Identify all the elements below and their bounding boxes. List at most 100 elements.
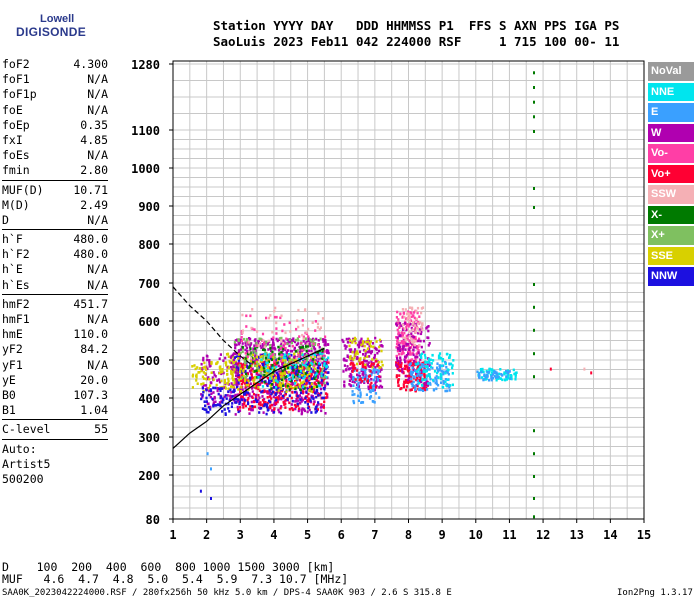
echo-point xyxy=(313,364,316,367)
echo-point xyxy=(399,312,402,315)
echo-point xyxy=(252,392,256,396)
echo-point xyxy=(267,356,270,359)
echo-point xyxy=(367,361,370,364)
echo-point xyxy=(356,394,360,398)
echo-point xyxy=(402,385,405,389)
echo-point xyxy=(282,341,285,345)
echo-point xyxy=(350,348,353,351)
echo-point xyxy=(314,329,317,332)
echo-point xyxy=(316,370,319,373)
echo-point xyxy=(261,332,265,336)
echo-point xyxy=(371,358,374,361)
echo-point xyxy=(368,397,372,400)
echo-point xyxy=(348,344,351,348)
echo-point xyxy=(288,408,291,411)
echo-point xyxy=(371,385,374,388)
echo-point xyxy=(412,337,415,341)
echo-point xyxy=(239,388,242,391)
echo-point xyxy=(215,404,218,407)
echo-point xyxy=(352,339,355,342)
echo-point xyxy=(300,384,303,388)
footer-file-info: SAA0K_2023042224000.RSF / 280fx256h 50 k… xyxy=(2,588,452,598)
echo-point xyxy=(322,396,325,400)
echo-point xyxy=(403,381,407,384)
echo-point xyxy=(275,337,278,341)
echo-point xyxy=(317,375,320,378)
echo-point xyxy=(291,358,294,362)
echo-point xyxy=(405,388,408,392)
echo-point xyxy=(274,396,277,400)
echo-point xyxy=(451,364,454,367)
echo-point xyxy=(275,386,278,389)
echo-point xyxy=(505,369,508,373)
panel-separator xyxy=(2,229,108,231)
echo-point xyxy=(195,379,198,382)
echo-point xyxy=(310,375,313,379)
echo-point xyxy=(238,402,241,406)
echo-point xyxy=(320,372,323,375)
echo-point xyxy=(258,402,261,406)
echo-point xyxy=(275,358,278,361)
echo-point xyxy=(410,372,413,375)
echo-point xyxy=(205,400,208,403)
echo-point xyxy=(275,383,278,387)
echo-point xyxy=(305,345,308,348)
echo-point xyxy=(435,380,438,383)
echo-point xyxy=(228,410,231,413)
echo-point xyxy=(270,403,273,407)
echo-point xyxy=(425,384,428,387)
echo-point xyxy=(259,378,262,381)
echo-point xyxy=(444,371,447,375)
echo-point xyxy=(376,359,379,363)
echo-point xyxy=(290,407,293,410)
echo-point xyxy=(410,315,413,319)
echo-point xyxy=(418,374,421,377)
echo-point xyxy=(375,358,378,361)
echo-point xyxy=(445,384,448,387)
echo-point xyxy=(310,411,313,414)
echo-point xyxy=(261,353,264,357)
echo-point xyxy=(423,387,426,390)
echo-point xyxy=(280,405,283,408)
echo-point xyxy=(233,389,236,392)
echo-point xyxy=(240,336,243,339)
echo-point xyxy=(368,374,372,378)
echo-point xyxy=(248,412,251,415)
echo-point xyxy=(301,369,304,372)
param-name: hmE xyxy=(2,327,23,342)
echo-point xyxy=(260,358,263,362)
echo-point xyxy=(413,316,416,320)
echo-point xyxy=(282,384,285,387)
echo-point xyxy=(429,358,432,362)
echo-point xyxy=(395,374,398,377)
echo-point xyxy=(271,350,274,354)
echo-point xyxy=(348,379,351,382)
echo-point xyxy=(352,378,355,381)
echo-point xyxy=(405,326,408,329)
echo-point xyxy=(428,381,432,385)
echo-point xyxy=(297,339,300,342)
echo-point xyxy=(288,353,291,356)
echo-point xyxy=(359,391,362,394)
echo-point xyxy=(433,370,437,373)
echo-point xyxy=(451,383,454,387)
echo-point xyxy=(283,363,286,367)
echo-point xyxy=(219,353,222,356)
echo-point xyxy=(265,316,268,320)
echo-point xyxy=(265,354,268,358)
echo-point xyxy=(312,358,315,361)
echo-point xyxy=(302,383,305,387)
echo-point xyxy=(377,361,380,364)
echo-point xyxy=(284,361,287,364)
echo-point xyxy=(279,406,282,410)
echo-point xyxy=(300,409,303,412)
echo-point xyxy=(275,388,278,391)
echo-point xyxy=(369,395,373,398)
echo-point xyxy=(322,374,325,378)
echo-point xyxy=(244,392,247,396)
echo-point xyxy=(259,401,262,404)
echo-point xyxy=(228,359,231,363)
echo-point xyxy=(415,378,418,382)
echo-point xyxy=(357,345,361,349)
echo-point xyxy=(418,366,422,369)
